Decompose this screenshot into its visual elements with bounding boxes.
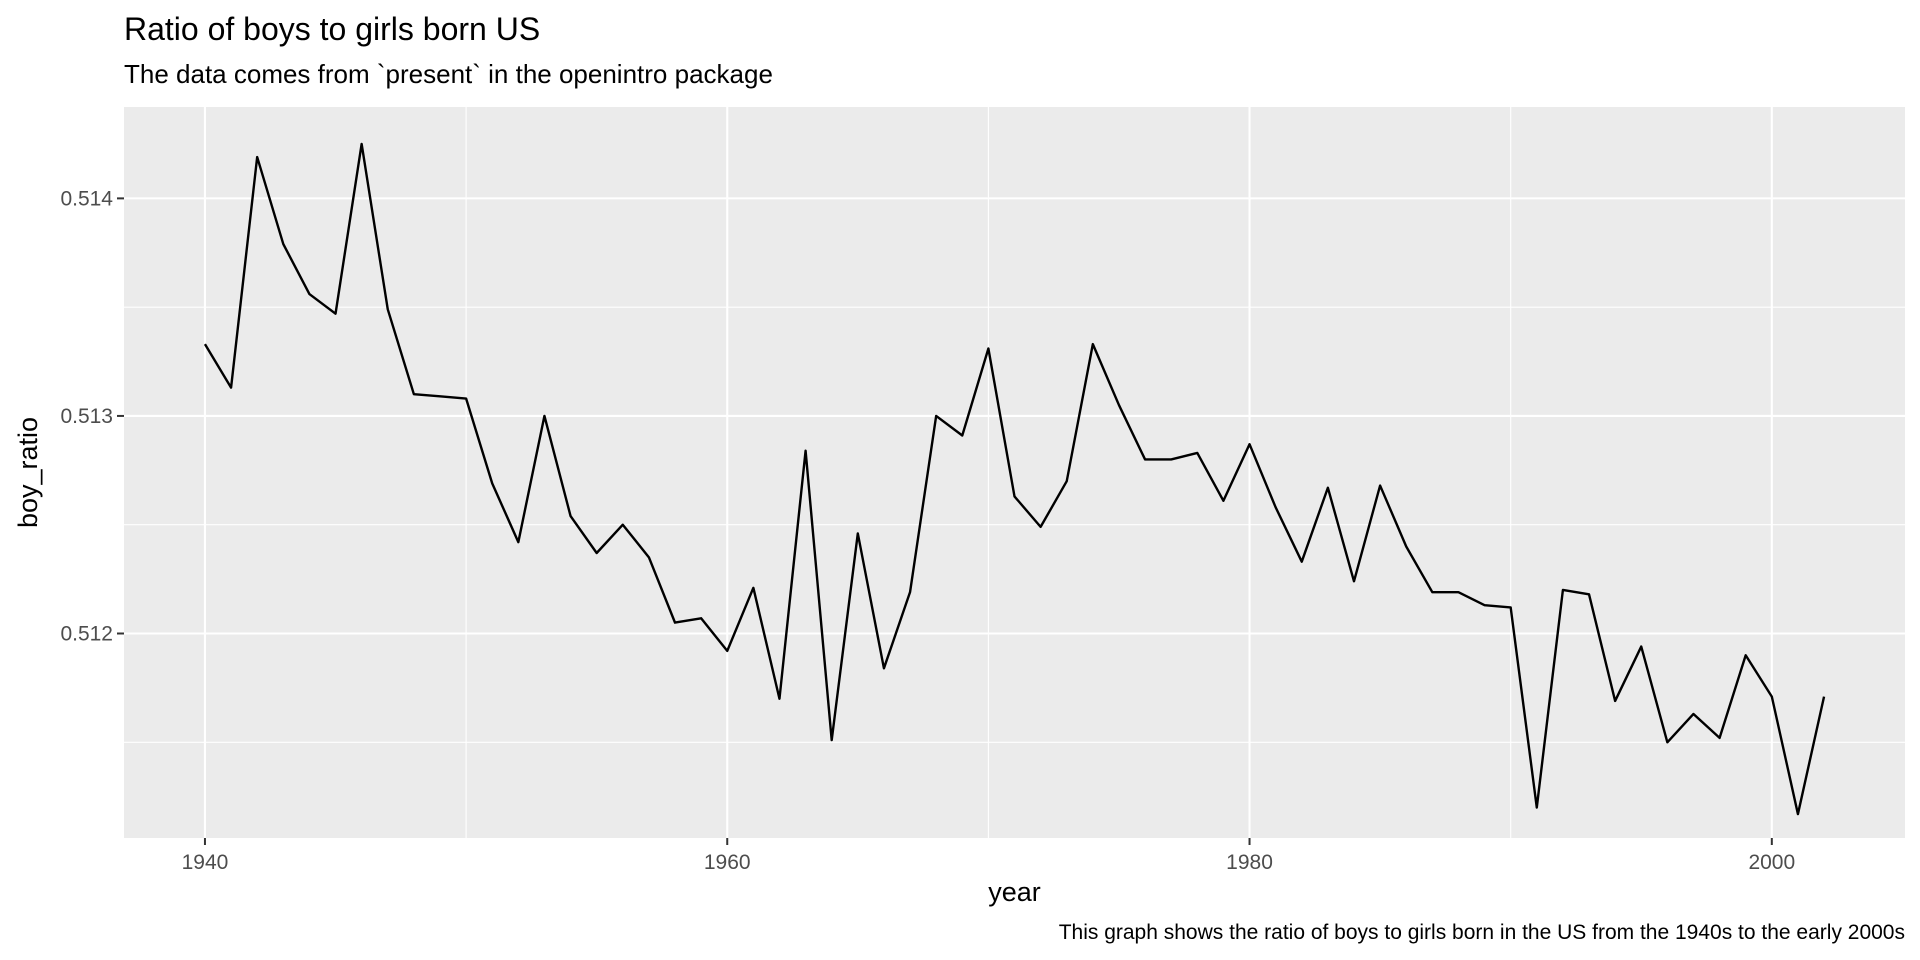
y-tick-label: 0.512 — [60, 622, 113, 645]
x-tick-label: 2000 — [1748, 851, 1795, 874]
x-tick-label: 1960 — [704, 851, 751, 874]
chart-title: Ratio of boys to girls born US — [124, 11, 540, 47]
x-axis-title: year — [988, 877, 1041, 907]
chart-caption: This graph shows the ratio of boys to gi… — [1059, 921, 1905, 944]
minor-gridlines — [124, 107, 1905, 838]
series-line — [203, 142, 1826, 816]
x-axis: 1940 1960 1980 2000 — [182, 838, 1795, 874]
x-tick-label: 1980 — [1226, 851, 1273, 874]
y-axis: 0.512 0.513 0.514 — [60, 187, 124, 645]
major-gridlines — [124, 107, 1905, 838]
x-tick-label: 1940 — [182, 851, 229, 874]
y-tick-label: 0.513 — [60, 405, 113, 428]
chart-subtitle: The data comes from `present` in the ope… — [124, 59, 773, 89]
y-tick-label: 0.514 — [60, 187, 113, 210]
plot-panel — [124, 107, 1905, 838]
y-axis-title: boy_ratio — [13, 417, 43, 528]
